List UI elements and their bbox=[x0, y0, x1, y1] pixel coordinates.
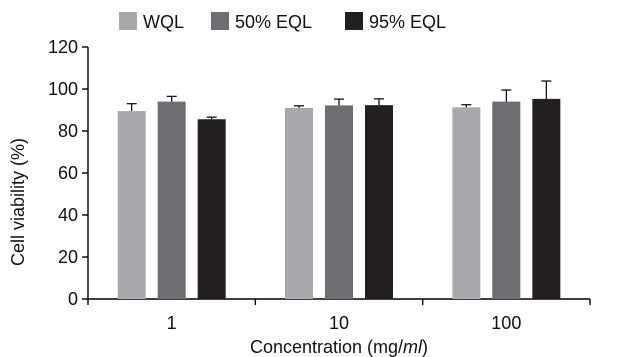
legend-label: 95% EQL bbox=[369, 12, 446, 32]
x-axis-label-suffix: ) bbox=[422, 337, 428, 357]
y-tick-label: 0 bbox=[68, 289, 78, 309]
y-tick-label: 100 bbox=[48, 79, 78, 99]
x-axis-label-main: Concentration (mg/ bbox=[250, 337, 403, 357]
x-tick-label: 1 bbox=[167, 313, 177, 333]
legend-swatch bbox=[119, 12, 137, 30]
y-axis: 0 20 40 60 80 100 120 bbox=[48, 37, 89, 309]
y-tick-label: 40 bbox=[58, 205, 78, 225]
x-tick-label: 100 bbox=[491, 313, 521, 333]
bar bbox=[532, 98, 561, 300]
y-tick-label: 120 bbox=[48, 37, 78, 57]
x-axis-label-italic: ml bbox=[403, 337, 423, 357]
bar bbox=[117, 111, 146, 299]
legend: WQL 50% EQL 95% EQL bbox=[119, 12, 446, 32]
bar bbox=[285, 107, 313, 300]
bars bbox=[117, 80, 561, 300]
y-tick-label: 80 bbox=[58, 121, 78, 141]
x-tick-label: 10 bbox=[329, 313, 349, 333]
y-axis-label: Cell viability (%) bbox=[8, 138, 28, 266]
bar bbox=[325, 105, 353, 299]
legend-swatch bbox=[345, 12, 363, 30]
legend-label: 50% EQL bbox=[235, 12, 312, 32]
x-axis: 1 10 100 bbox=[87, 298, 591, 333]
y-tick-label: 60 bbox=[58, 163, 78, 183]
bar bbox=[452, 107, 481, 300]
x-axis-label: Concentration (mg/ml) bbox=[250, 337, 428, 357]
bar bbox=[365, 105, 393, 299]
legend-swatch bbox=[211, 12, 229, 30]
bar bbox=[197, 119, 226, 300]
legend-label: WQL bbox=[143, 12, 184, 32]
bar bbox=[157, 101, 186, 299]
y-tick-label: 20 bbox=[58, 247, 78, 267]
bar bbox=[492, 101, 521, 299]
